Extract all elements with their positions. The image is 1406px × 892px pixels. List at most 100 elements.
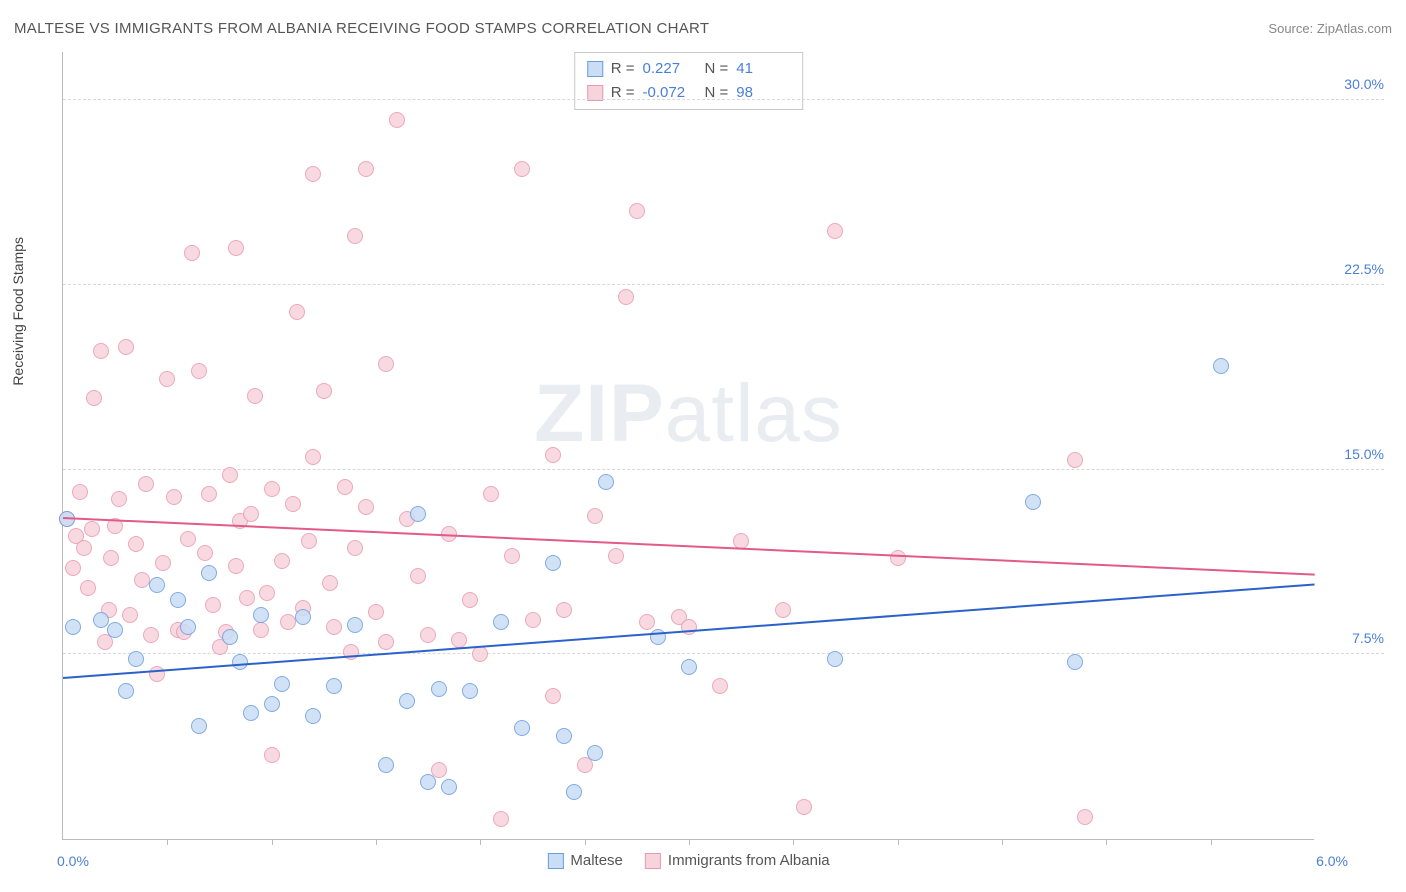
- albania-point: [462, 592, 478, 608]
- plot-area: ZIPatlas R = 0.227 N = 41 R = -0.072 N =…: [62, 52, 1314, 840]
- albania-point: [316, 383, 332, 399]
- albania-point: [264, 747, 280, 763]
- albania-point: [410, 568, 426, 584]
- albania-point: [681, 619, 697, 635]
- maltese-r-value: 0.227: [643, 57, 697, 81]
- albania-point: [337, 479, 353, 495]
- albania-point: [545, 688, 561, 704]
- albania-point: [289, 304, 305, 320]
- albania-point: [118, 339, 134, 355]
- albania-point: [608, 548, 624, 564]
- maltese-point: [441, 779, 457, 795]
- albania-point: [514, 161, 530, 177]
- albania-point: [326, 619, 342, 635]
- correlation-row-albania: R = -0.072 N = 98: [587, 81, 791, 105]
- source-link[interactable]: ZipAtlas.com: [1317, 21, 1392, 36]
- albania-point: [420, 627, 436, 643]
- maltese-n-value: 41: [736, 57, 790, 81]
- maltese-point: [431, 681, 447, 697]
- x-tick: [167, 839, 168, 845]
- x-tick: [480, 839, 481, 845]
- maltese-point: [222, 629, 238, 645]
- albania-point: [159, 371, 175, 387]
- maltese-point: [253, 607, 269, 623]
- albania-point: [378, 356, 394, 372]
- y-tick-label: 15.0%: [1344, 446, 1384, 462]
- albania-point: [301, 533, 317, 549]
- albania-point: [72, 484, 88, 500]
- maltese-point: [180, 619, 196, 635]
- chart-title: MALTESE VS IMMIGRANTS FROM ALBANIA RECEI…: [14, 20, 709, 37]
- albania-point: [191, 363, 207, 379]
- albania-point: [122, 607, 138, 623]
- albania-point: [639, 614, 655, 630]
- albania-point: [775, 602, 791, 618]
- gridline: [63, 99, 1384, 100]
- albania-point: [305, 449, 321, 465]
- x-tick: [1002, 839, 1003, 845]
- maltese-point: [170, 592, 186, 608]
- maltese-point: [107, 622, 123, 638]
- y-tick-label: 22.5%: [1344, 261, 1384, 277]
- maltese-point: [420, 774, 436, 790]
- albania-point: [389, 112, 405, 128]
- x-tick: [898, 839, 899, 845]
- maltese-point: [305, 708, 321, 724]
- maltese-point: [295, 609, 311, 625]
- maltese-point: [1025, 494, 1041, 510]
- albania-point: [93, 343, 109, 359]
- albania-point: [378, 634, 394, 650]
- albania-point: [890, 550, 906, 566]
- albania-point: [322, 575, 338, 591]
- maltese-point: [191, 718, 207, 734]
- maltese-point: [93, 612, 109, 628]
- albania-point: [827, 223, 843, 239]
- maltese-point: [232, 654, 248, 670]
- albania-point: [587, 508, 603, 524]
- maltese-point: [556, 728, 572, 744]
- albania-point: [358, 499, 374, 515]
- maltese-point: [598, 474, 614, 490]
- x-tick: [1106, 839, 1107, 845]
- albania-point: [285, 496, 301, 512]
- albania-point: [239, 590, 255, 606]
- maltese-point: [118, 683, 134, 699]
- albania-point: [138, 476, 154, 492]
- maltese-point: [274, 676, 290, 692]
- maltese-point: [347, 617, 363, 633]
- albania-point: [128, 536, 144, 552]
- maltese-point: [827, 651, 843, 667]
- albania-point: [305, 166, 321, 182]
- maltese-point: [149, 577, 165, 593]
- albania-point: [493, 811, 509, 827]
- maltese-point: [65, 619, 81, 635]
- albania-point: [618, 289, 634, 305]
- maltese-point: [587, 745, 603, 761]
- albania-point: [347, 228, 363, 244]
- maltese-point: [378, 757, 394, 773]
- albania-point: [629, 203, 645, 219]
- maltese-point: [243, 705, 259, 721]
- albania-point: [65, 560, 81, 576]
- y-tick-label: 7.5%: [1352, 630, 1384, 646]
- albania-point: [222, 467, 238, 483]
- albania-point: [264, 481, 280, 497]
- albania-point: [201, 486, 217, 502]
- albania-point: [111, 491, 127, 507]
- albania-n-value: 98: [736, 81, 790, 105]
- maltese-point: [410, 506, 426, 522]
- maltese-point: [493, 614, 509, 630]
- albania-point: [545, 447, 561, 463]
- x-tick: [1211, 839, 1212, 845]
- albania-point: [712, 678, 728, 694]
- albania-point: [274, 553, 290, 569]
- albania-point: [259, 585, 275, 601]
- maltese-point: [1213, 358, 1229, 374]
- albania-point: [205, 597, 221, 613]
- albania-point: [149, 666, 165, 682]
- albania-point: [184, 245, 200, 261]
- maltese-point: [1067, 654, 1083, 670]
- source-attribution: Source: ZipAtlas.com: [1268, 21, 1392, 36]
- legend-item-maltese: Maltese: [547, 852, 623, 869]
- albania-point: [253, 622, 269, 638]
